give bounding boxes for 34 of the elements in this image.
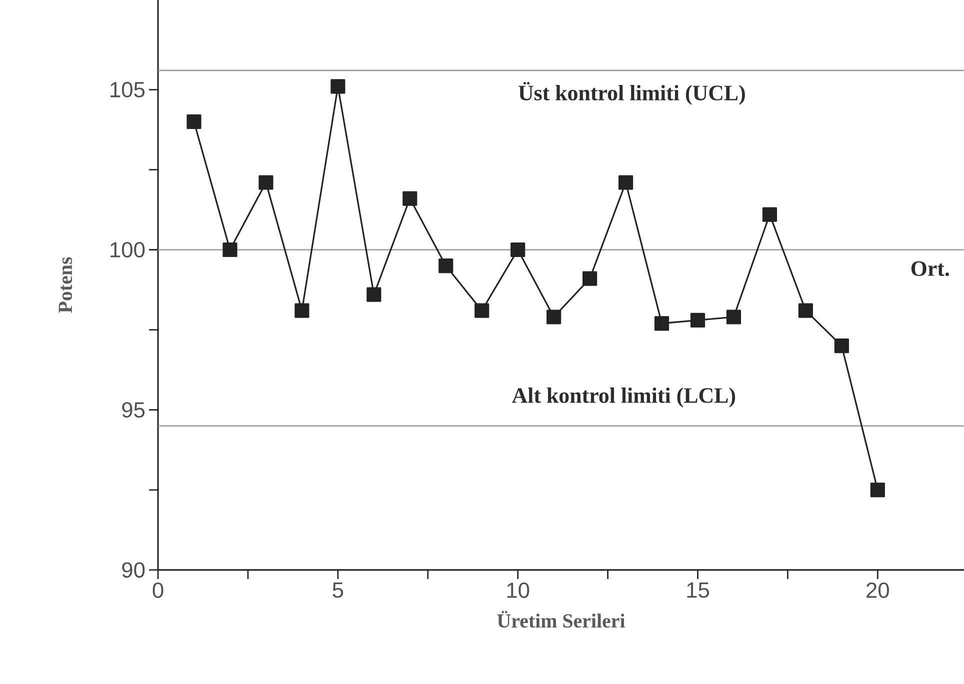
point	[366, 287, 382, 302]
ref-line-label: Üst kontrol limiti (UCL)	[518, 82, 745, 105]
point	[474, 303, 490, 318]
x-tick-label: 20	[866, 582, 889, 598]
point	[330, 79, 346, 94]
point	[834, 338, 849, 354]
x-tick-label: 15	[687, 582, 710, 598]
point	[510, 242, 526, 258]
ref-line-label: Alt kontrol limiti (LCL)	[512, 387, 736, 408]
y-tick-label: 95	[122, 402, 145, 418]
point	[258, 175, 274, 190]
point	[798, 303, 813, 318]
point	[402, 191, 418, 206]
point	[294, 303, 310, 318]
y-axis-title: Potens	[58, 257, 72, 313]
point	[186, 114, 202, 129]
point	[546, 310, 562, 324]
y-tick-label: 90	[122, 562, 145, 578]
point	[654, 316, 670, 331]
x-tick-label: 0	[152, 582, 164, 598]
x-tick-label: 10	[507, 582, 530, 598]
y-tick-label: 100	[110, 242, 145, 258]
point	[582, 271, 598, 286]
x-tick-label: 5	[332, 582, 344, 598]
point	[762, 207, 778, 222]
point	[870, 482, 885, 498]
point	[618, 175, 634, 190]
point	[726, 310, 742, 324]
point	[690, 312, 706, 328]
y-tick-label: 105	[110, 82, 145, 98]
point	[222, 242, 238, 258]
ref-line-label: Ort.	[911, 261, 949, 276]
point	[438, 258, 454, 274]
x-axis-title: Üretim Serileri	[497, 610, 625, 628]
